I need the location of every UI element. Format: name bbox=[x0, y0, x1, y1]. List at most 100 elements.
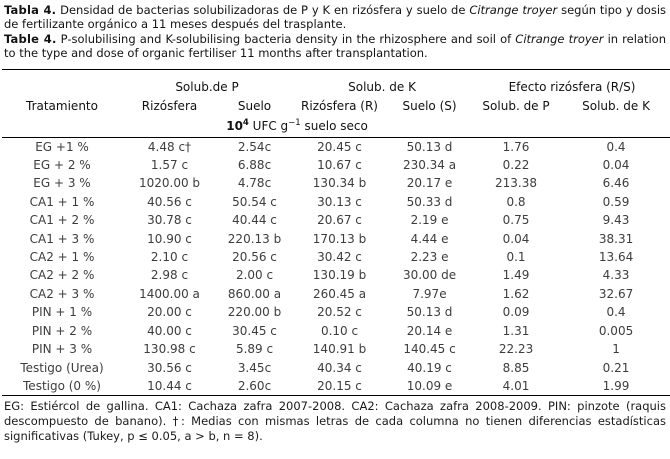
value-cell: 30.78 c bbox=[147, 213, 192, 228]
column-header-efecto-k: Solub. de K bbox=[582, 99, 650, 114]
value-cell: 4.33 bbox=[602, 268, 630, 283]
value-cell: 0.75 bbox=[502, 213, 530, 228]
value-cell: 0.10 c bbox=[320, 323, 359, 338]
value-cell: 230.34 a bbox=[402, 158, 457, 173]
value-cell: 20.45 c bbox=[317, 139, 362, 154]
table-row: CA1 + 2 % 30.78 c 40.44 c 20.67 c 2.19 e 0.75… bbox=[2, 211, 670, 229]
value-cell: 260.45 a bbox=[312, 286, 367, 301]
value-cell: 50.13 d bbox=[406, 139, 453, 154]
value-cell: 1.57 c bbox=[150, 158, 189, 173]
footnote: EG: Estiércol de gallina. CA1: Cachaza z… bbox=[4, 399, 666, 443]
group-header-row: Solub.de P Solub. de K Efecto rizósfera … bbox=[2, 69, 670, 97]
value-cell: 4.48 c† bbox=[147, 139, 192, 154]
unit-row: 104 UFC g−1 suelo seco bbox=[2, 115, 670, 138]
value-cell: 30.00 de bbox=[402, 268, 457, 283]
value-cell: 8.85 bbox=[502, 360, 530, 375]
value-cell: 13.64 bbox=[598, 250, 634, 265]
unit-exponent: 4 bbox=[242, 118, 249, 129]
value-cell: 20.14 e bbox=[406, 323, 453, 338]
caption-english-text-end: in relation to the type and dose of orga… bbox=[4, 31, 666, 61]
value-cell: 22.23 bbox=[498, 342, 534, 357]
value-cell: 30.45 c bbox=[232, 323, 277, 338]
value-cell: 1 bbox=[612, 342, 620, 357]
value-cell: 20.67 c bbox=[317, 213, 362, 228]
value-cell: 10.90 c bbox=[147, 231, 192, 246]
table-row: Testigo (Urea) 30.56 c 3.45c 40.34 c 40.19 c… bbox=[2, 359, 670, 377]
value-cell: 50.13 d bbox=[406, 305, 453, 320]
group-header-solub-p: Solub.de P bbox=[175, 80, 239, 95]
value-cell: 30.13 c bbox=[317, 194, 362, 209]
value-cell: 0.21 bbox=[602, 360, 630, 375]
treatment-cell: Testigo (Urea) bbox=[20, 360, 104, 375]
value-cell: 170.13 b bbox=[312, 231, 367, 246]
value-cell: 2.98 c bbox=[150, 268, 189, 283]
value-cell: 30.42 c bbox=[317, 250, 362, 265]
table-row: PIN + 2 % 40.00 c 30.45 c 0.10 c 20.14 e 1.31… bbox=[2, 322, 670, 340]
column-header-efecto-p: Solub. de P bbox=[482, 99, 550, 114]
value-cell: 10.67 c bbox=[317, 158, 362, 173]
column-header-suelo-p: Suelo bbox=[237, 99, 272, 114]
treatment-cell: Testigo (0 %) bbox=[2, 376, 122, 397]
value-cell: 130.34 b bbox=[312, 176, 367, 191]
value-cell: 2.19 e bbox=[410, 213, 449, 228]
column-header-row: Tratamiento Rizósfera Suelo Rizósfera (R… bbox=[2, 97, 670, 116]
value-cell: 2.60c bbox=[217, 376, 293, 397]
value-cell: 1.62 bbox=[502, 286, 530, 301]
value-cell: 220.13 b bbox=[227, 231, 282, 246]
value-cell: 4.44 e bbox=[410, 231, 449, 246]
value-cell: 2.23 e bbox=[410, 250, 449, 265]
value-cell: 140.91 b bbox=[312, 342, 367, 357]
value-cell: 1.99 bbox=[560, 376, 670, 397]
value-cell: 140.45 c bbox=[403, 342, 456, 357]
group-header-efecto-rizosfera: Efecto rizósfera (R/S) bbox=[508, 80, 636, 95]
value-cell: 40.34 c bbox=[317, 360, 362, 375]
value-cell: 213.38 bbox=[495, 176, 538, 191]
caption-english-species: Citrange troyer bbox=[515, 31, 604, 46]
table-row: CA2 + 2 % 2.98 c 2.00 c 130.19 b 30.00 de 1.4… bbox=[2, 266, 670, 284]
unit-base: 10 bbox=[226, 119, 243, 134]
caption-spanish: Tabla 4. Densidad de bacterias solubiliz… bbox=[2, 3, 668, 32]
treatment-cell: EG + 2 % bbox=[33, 158, 91, 173]
value-cell: 7.97e bbox=[412, 286, 447, 301]
value-cell: 20.52 c bbox=[317, 305, 362, 320]
unit-exponent-2: −1 bbox=[288, 118, 301, 129]
table-row: EG +1 % 4.48 c† 2.54c 20.45 c 50.13 d 1.76 0.4 bbox=[2, 137, 670, 156]
table-row: CA2 + 1 % 2.10 c 20.56 c 30.42 c 2.23 e 0.1 13… bbox=[2, 248, 670, 266]
value-cell: 1020.00 b bbox=[138, 176, 201, 191]
table-row: CA1 + 3 % 10.90 c 220.13 b 170.13 b 4.44 e 0.… bbox=[2, 230, 670, 248]
value-cell: 40.00 c bbox=[147, 323, 192, 338]
treatment-cell: EG + 3 % bbox=[33, 176, 91, 191]
group-header-solub-k: Solub. de K bbox=[348, 80, 416, 95]
value-cell: 860.00 a bbox=[227, 286, 282, 301]
column-header-rizosfera-p: Rizósfera bbox=[141, 99, 198, 114]
table-row: EG + 3 % 1020.00 b 4.78c 130.34 b 20.17 e 213… bbox=[2, 174, 670, 192]
table-row: PIN + 1 % 20.00 c 220.00 b 20.52 c 50.13 d 0.… bbox=[2, 303, 670, 321]
treatment-cell: CA1 + 3 % bbox=[29, 231, 95, 246]
value-cell: 20.56 c bbox=[232, 250, 277, 265]
value-cell: 9.43 bbox=[602, 213, 630, 228]
treatment-cell: EG +1 % bbox=[35, 139, 89, 154]
value-cell: 30.56 c bbox=[147, 360, 192, 375]
caption-english-text: P-solubilising and K-solubilising bacter… bbox=[60, 31, 512, 46]
value-cell: 0.04 bbox=[602, 158, 630, 173]
value-cell: 0.04 bbox=[502, 231, 530, 246]
value-cell: 4.01 bbox=[472, 376, 561, 397]
value-cell: 38.31 bbox=[598, 231, 634, 246]
table-row: CA2 + 3 % 1400.00 a 860.00 a 260.45 a 7.97e 1… bbox=[2, 285, 670, 303]
value-cell: 20.00 c bbox=[147, 305, 192, 320]
treatment-cell: CA1 + 1 % bbox=[29, 194, 95, 209]
unit-label: 104 UFC g−1 suelo seco bbox=[122, 115, 473, 138]
value-cell: 1.31 bbox=[502, 323, 530, 338]
value-cell: 0.4 bbox=[606, 305, 626, 320]
table-header: Solub.de P Solub. de K Efecto rizósfera … bbox=[2, 69, 670, 138]
bacteria-density-table: Solub.de P Solub. de K Efecto rizósfera … bbox=[2, 68, 670, 397]
value-cell: 130.98 c bbox=[143, 342, 196, 357]
treatment-cell: CA2 + 2 % bbox=[29, 268, 95, 283]
value-cell: 0.59 bbox=[602, 194, 630, 209]
value-cell: 3.45c bbox=[237, 360, 272, 375]
caption-english: Table 4. P-solubilising and K-solubilisi… bbox=[2, 32, 668, 61]
value-cell: 20.17 e bbox=[406, 176, 453, 191]
value-cell: 2.00 c bbox=[235, 268, 274, 283]
value-cell: 1.49 bbox=[502, 268, 530, 283]
value-cell: 0.22 bbox=[502, 158, 530, 173]
